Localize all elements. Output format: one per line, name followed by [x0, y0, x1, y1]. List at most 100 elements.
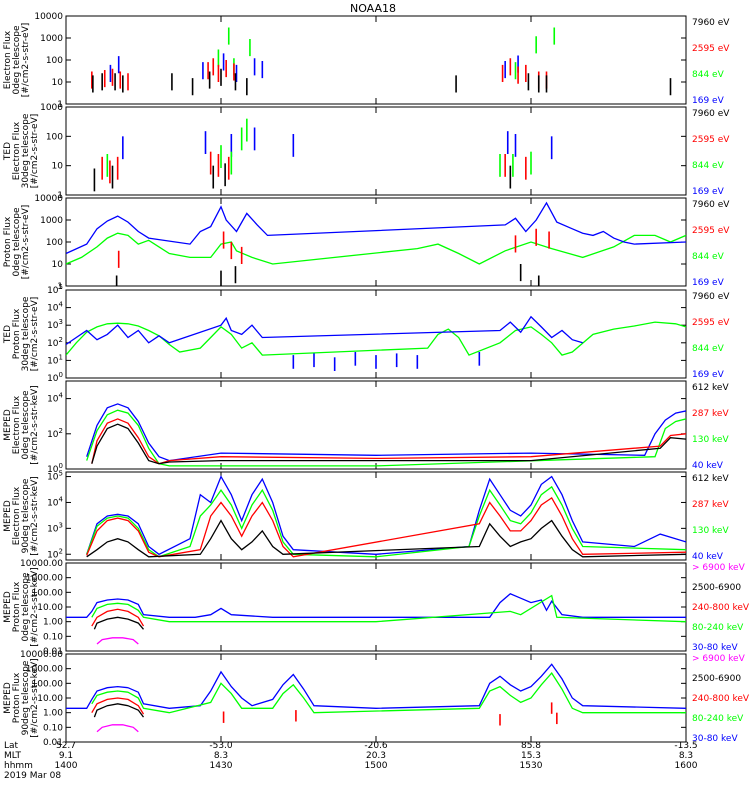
y-tick-label: 1: [57, 282, 63, 292]
legend-entry: 7960 eV: [692, 292, 730, 302]
y-axis-label: Proton Flux: [12, 672, 22, 723]
y-tick-label: 10.00: [37, 694, 63, 704]
y-axis-label: Electron Flux: [12, 121, 22, 180]
legend-entry: 844 eV: [692, 70, 725, 80]
footer-tick-value: -13.5: [674, 741, 697, 751]
series-line: [91, 672, 686, 714]
y-axis-label: Proton Flux: [12, 581, 22, 632]
series-line: [86, 409, 686, 467]
legend-entry: 80-240 keV: [692, 623, 744, 633]
y-axis-label: Proton Flux: [12, 308, 22, 359]
legend-entry: 2595 eV: [692, 135, 730, 145]
y-axis-label: 0deg telescope: [12, 207, 22, 277]
legend-entry: 844 eV: [692, 344, 725, 354]
footer-tick-value: 85.8: [521, 741, 541, 751]
legend-entry: 169 eV: [692, 96, 725, 106]
legend-entry: 612 keV: [692, 474, 729, 484]
y-tick-label: 10000.00: [20, 650, 63, 660]
series-group: [66, 201, 686, 286]
y-tick-label: 1000: [40, 103, 63, 113]
y-axis-label: 90deg telescope: [21, 478, 31, 553]
series-line: [66, 321, 686, 356]
footer-row-label: hhmm: [4, 761, 33, 771]
series-line: [66, 315, 583, 346]
y-tick-label: 105: [47, 283, 63, 296]
y-tick-label: 100.00: [32, 679, 64, 689]
y-tick-label: 102: [47, 427, 63, 440]
y-axis-label: 90deg telescope: [21, 660, 31, 735]
series-group: [93, 118, 553, 192]
y-axis-label: MEPED: [3, 591, 13, 623]
series-line: [86, 485, 686, 558]
footer-tick-value: 15.3: [521, 751, 541, 761]
series-group: [91, 27, 672, 96]
panel-p7: 0.01 0.10 1.00 10.00 100.00 1000.00 10000.00 ME…: [3, 559, 750, 657]
series-line: [91, 608, 145, 627]
y-tick-label: 102: [47, 336, 63, 349]
legend-entry: 2595 eV: [692, 318, 730, 328]
panel-frame: [65, 106, 687, 196]
panel-frame: [65, 653, 687, 743]
y-tick-label: 100: [46, 56, 63, 66]
y-axis-label: Electron Flux: [3, 30, 13, 89]
legend-entry: 240-800 keV: [692, 694, 750, 704]
footer-row-label: Lat: [4, 741, 19, 751]
footer-tick-value: 1400: [55, 761, 78, 771]
y-axis-label: 0deg telescope: [21, 390, 31, 460]
panel-p8: 0.01 0.10 1.00 10.00 100.00 1000.00 10000.00 ME…: [3, 650, 750, 748]
y-axis-label: [#/cm2-s-str-keV]: [30, 658, 40, 737]
footer-tick-value: 8.3: [679, 751, 693, 761]
y-axis-label: [#/cm2-s-str-eV]: [30, 297, 40, 372]
footer-tick-value: -53.0: [209, 741, 233, 751]
legend-entry: 287 keV: [692, 409, 729, 419]
y-tick-label: 101: [47, 353, 63, 366]
series-line: [91, 423, 686, 465]
footer-tick-value: 1500: [365, 761, 388, 771]
y-tick-label: 10000: [34, 12, 63, 22]
footer-tick-value: 9.1: [59, 751, 73, 761]
panel-frame: [65, 15, 687, 105]
y-axis-label: TED: [3, 142, 13, 161]
legend-entry: 40 keV: [692, 552, 724, 562]
y-tick-label: 103: [47, 318, 63, 331]
y-axis-label: Electron Flux: [12, 395, 22, 454]
y-tick-label: 10000.00: [20, 559, 63, 569]
y-axis-label: [#/cm2-s-str-eV]: [21, 205, 31, 280]
y-axis-label: [#/cm2-s-str-eV]: [30, 114, 40, 189]
legend-entry: 169 eV: [692, 187, 725, 197]
legend-entry: 130 keV: [692, 526, 729, 536]
y-axis-label: [#/cm2-s-str-keV]: [30, 476, 40, 555]
y-tick-label: 1.00: [43, 618, 63, 628]
y-tick-label: 10000: [34, 194, 63, 204]
panel-p1: 1 10 100 1000 10000 Electron Flux 0deg telesco…: [3, 12, 730, 110]
series-line: [91, 594, 686, 623]
y-tick-label: 1000: [40, 216, 63, 226]
series-line: [86, 403, 686, 462]
y-axis-label: [#/cm2-s-str-eV]: [21, 23, 31, 98]
series-line: [86, 475, 686, 556]
legend-entry: 40 keV: [692, 461, 724, 471]
footer-tick-value: 1530: [520, 761, 543, 771]
y-tick-label: 104: [47, 301, 63, 314]
y-tick-label: 0.01: [43, 738, 63, 748]
legend-entry: 7960 eV: [692, 200, 730, 210]
series-group: [66, 593, 686, 645]
legend-entry: 7960 eV: [692, 18, 730, 28]
series-group: [66, 315, 686, 371]
y-axis-label: 30deg telescope: [21, 113, 31, 188]
series-line: [66, 232, 686, 265]
legend-entry: > 6900 keV: [692, 563, 746, 573]
legend-entry: 80-240 keV: [692, 714, 744, 724]
y-axis-label: 30deg telescope: [21, 296, 31, 371]
y-tick-label: 104: [47, 392, 63, 405]
legend-entry: 612 keV: [692, 383, 729, 393]
legend-entry: 844 eV: [692, 252, 725, 262]
y-axis-label: Electron Flux: [12, 486, 22, 545]
y-tick-label: 0.10: [43, 723, 63, 733]
series-group: [86, 403, 686, 467]
y-tick-label: 10.00: [37, 603, 63, 613]
y-axis-label: MEPED: [3, 409, 13, 441]
